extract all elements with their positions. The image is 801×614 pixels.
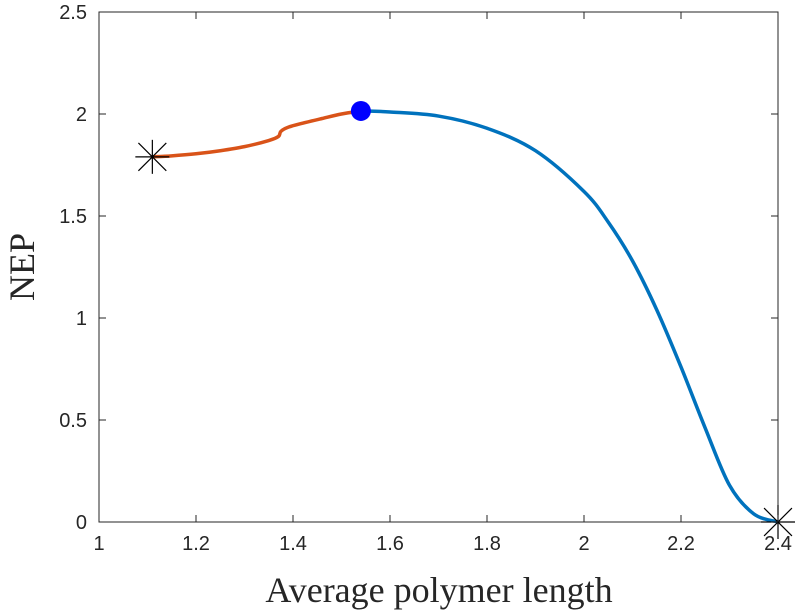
y-tick-label: 2 xyxy=(76,104,87,126)
x-tick-label: 2.4 xyxy=(764,533,792,555)
x-tick-label: 1.2 xyxy=(182,533,210,555)
x-tick-label: 1.6 xyxy=(376,533,404,555)
plot-frame xyxy=(98,11,779,523)
plot-area xyxy=(98,11,779,523)
x-tick-label: 2 xyxy=(578,533,589,555)
circle-marker xyxy=(350,100,371,121)
asterisk-marker xyxy=(135,139,170,174)
x-tick-label: 2.2 xyxy=(667,533,695,555)
y-tick-label: 1 xyxy=(76,308,87,330)
x-tick-label: 1 xyxy=(93,533,104,555)
y-tick-label: 0 xyxy=(76,512,87,534)
y-tick-label: 0.5 xyxy=(59,410,87,432)
series-line-2 xyxy=(359,109,780,524)
x-tick-label: 1.4 xyxy=(279,533,307,555)
x-tick-label: 1.8 xyxy=(473,533,501,555)
y-axis-title: NEP xyxy=(2,233,42,301)
series-line-1 xyxy=(150,109,363,159)
x-axis-title: Average polymer length xyxy=(265,570,612,610)
y-tick-label: 2.5 xyxy=(59,2,87,24)
ticks-layer: 1 1.2 1.4 1.6 1.8 2 2.2 2.4 0 0.5 1 1.5 2 2.5 xyxy=(59,2,792,555)
asterisk-stroke xyxy=(137,142,167,172)
series-layer xyxy=(150,109,780,524)
y-tick-label: 1.5 xyxy=(59,206,87,228)
